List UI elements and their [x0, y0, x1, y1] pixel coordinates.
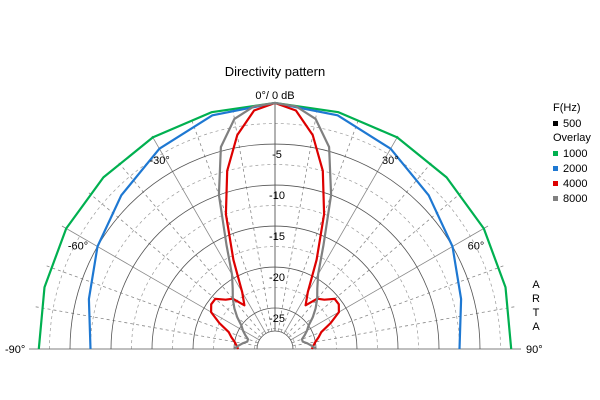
radial-gridline	[277, 106, 319, 332]
legend-item-8000: 8000	[553, 191, 591, 206]
radial-gridline	[190, 117, 270, 333]
angle-tick-label: 30°	[382, 155, 399, 167]
side-label-letter: R	[532, 293, 540, 305]
legend-label: 1000	[563, 147, 588, 160]
radial-gridline	[32, 305, 258, 347]
legend-label: 500	[563, 117, 582, 130]
side-label-letter: A	[532, 279, 540, 291]
legend-swatch	[553, 196, 558, 201]
legend-item-4000: 4000	[553, 176, 591, 191]
axis-labels: -5 -10 -15 -20 -25 0°/ 0 dB -90° -60° -30° 30° 60°…	[5, 90, 543, 356]
angle-tick-label: 60°	[468, 241, 485, 253]
series-8000	[217, 101, 333, 350]
radial-gridline	[286, 160, 434, 336]
legend-label: 2000	[563, 162, 588, 175]
radial-gridline	[280, 117, 360, 333]
angle-tick-label: -90°	[5, 344, 25, 356]
radial-gridline	[43, 264, 259, 344]
side-label-letter: A	[532, 321, 540, 333]
radial-tick-label: -10	[269, 190, 285, 202]
radial-gridline	[291, 264, 507, 344]
legend-label: 4000	[563, 177, 588, 190]
legend: F(Hz) 500 Overlay 1000 2000 4000 8000	[553, 101, 591, 206]
radial-tick-label: -15	[269, 231, 285, 243]
radial-gridline	[283, 135, 399, 334]
legend-swatch	[553, 121, 558, 126]
side-label-letter: T	[532, 307, 540, 319]
radial-gridline	[290, 225, 489, 341]
angle-tick-label: -60°	[68, 241, 88, 253]
legend-swatch	[553, 151, 558, 156]
legend-swatch	[553, 181, 558, 186]
legend-swatch	[553, 166, 558, 171]
legend-overlay-items: 1000 2000 4000 8000	[553, 146, 591, 206]
legend-item-2000: 2000	[553, 161, 591, 176]
radial-gridline	[292, 305, 518, 347]
radial-tick-label: -20	[269, 272, 285, 284]
angle-tick-label: 90°	[526, 344, 543, 356]
ring-gridline	[172, 246, 378, 350]
radial-gridline	[116, 160, 264, 336]
legend-label: 8000	[563, 192, 588, 205]
radial-gridline	[151, 135, 267, 334]
legend-item-primary: 500	[553, 116, 591, 131]
center-label: 0°/ 0 dB	[255, 90, 294, 102]
radial-tick-label: -25	[269, 313, 285, 325]
radial-gridline	[61, 225, 260, 341]
radial-gridline	[288, 190, 464, 338]
angle-tick-label: -30°	[150, 155, 170, 167]
legend-item-1000: 1000	[553, 146, 591, 161]
ring-gridline	[131, 205, 419, 350]
series-layer	[37, 101, 513, 350]
polar-grid	[29, 103, 521, 350]
chart-title: Directivity pattern	[224, 64, 326, 79]
radial-gridline	[231, 106, 273, 332]
radial-tick-label: -5	[272, 149, 282, 161]
radial-gridline	[86, 190, 262, 338]
legend-overlay-header: Overlay	[553, 132, 591, 144]
legend-header: F(Hz)	[553, 102, 581, 114]
